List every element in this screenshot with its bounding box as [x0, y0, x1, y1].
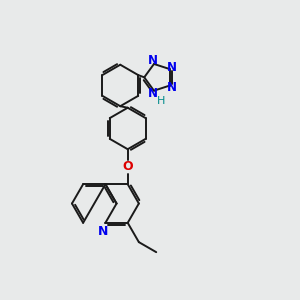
Text: N: N: [167, 61, 177, 74]
Text: N: N: [167, 81, 177, 94]
Text: N: N: [98, 225, 109, 238]
Text: N: N: [148, 54, 158, 68]
Text: H: H: [157, 96, 166, 106]
Text: O: O: [122, 160, 133, 173]
Text: N: N: [148, 87, 158, 100]
